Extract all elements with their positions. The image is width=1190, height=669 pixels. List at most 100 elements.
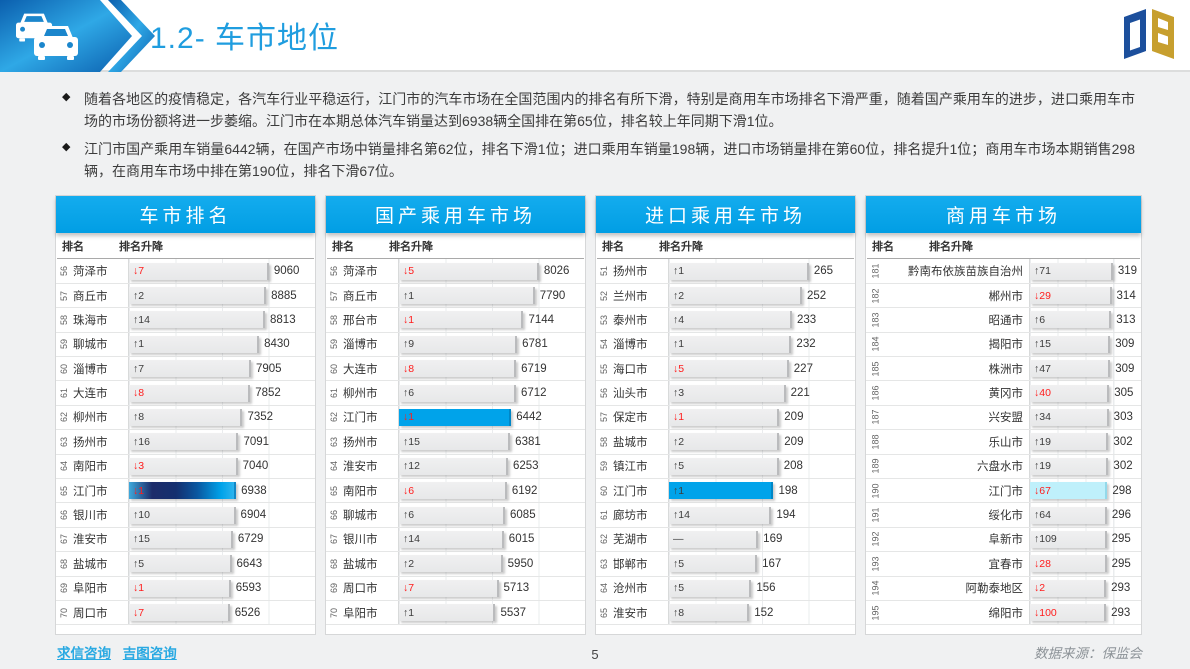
rank-value: 192 bbox=[871, 531, 881, 547]
table-row: 183 昭通市 ↑6 313 bbox=[866, 308, 1141, 333]
rank-value: 60 bbox=[59, 363, 70, 374]
sales-value: 5537 bbox=[500, 606, 527, 619]
rank-value: 57 bbox=[329, 290, 340, 301]
table-row: 66 银川市 ↑10 6904 bbox=[56, 503, 315, 528]
table-row: 190 江门市 ↓67 298 bbox=[866, 478, 1141, 504]
rank-change: ↓8 bbox=[403, 362, 415, 375]
bar-cell: ↑15 309 bbox=[1029, 332, 1141, 356]
city-cell: 盐城市 bbox=[73, 558, 108, 571]
sales-value: 298 bbox=[1112, 484, 1132, 497]
sales-value: 209 bbox=[784, 411, 804, 424]
table-row: 59 淄博市 ↑9 6781 bbox=[326, 332, 585, 357]
rank-cell: 51 bbox=[596, 266, 613, 276]
bar-cell: ↓1 7144 bbox=[398, 308, 585, 332]
rank-value: 54 bbox=[599, 339, 610, 350]
rank-cell: 62 bbox=[326, 412, 343, 422]
table-rows: 56 菏泽市 ↓5 8026 57 商丘市 ↑1 7790 58 邢台市 ↓1 7144 59 淄博市 ↑9… bbox=[326, 259, 585, 634]
rank-cell: 188 bbox=[866, 434, 886, 450]
sales-value: 7091 bbox=[243, 435, 270, 448]
table-title: 商用车市场 bbox=[866, 196, 1141, 234]
data-bar: — bbox=[669, 530, 759, 548]
city-cell: 聊城市 bbox=[73, 339, 108, 352]
table-row: 182 郴州市 ↓29 314 bbox=[866, 283, 1141, 309]
rank-cell: 182 bbox=[866, 288, 886, 303]
data-bar: ↓1 bbox=[669, 408, 780, 426]
rank-value: 61 bbox=[59, 388, 70, 399]
bullet-text: 江门市国产乘用车销量6442辆，在国产市场中销量排名第62位，排名下滑1位；进口… bbox=[84, 141, 1135, 180]
rank-value: 62 bbox=[329, 412, 340, 423]
footer-link-jitu[interactable]: 吉图咨询 bbox=[122, 646, 177, 661]
sales-value: 309 bbox=[1115, 362, 1135, 375]
table-row: 57 商丘市 ↑2 8885 bbox=[56, 283, 315, 309]
table-panel-4: 商用车市场 排名 排名升降 181 黔南布依族苗族自治州 ↑71 319 182 郴州市 ↓29 3… bbox=[865, 195, 1142, 636]
city-cell: 盐城市 bbox=[343, 558, 378, 571]
summary-bullets: ◆ 随着各地区的疫情稳定，各汽车行业平稳运行，江门市的汽车市场在全国范围内的排名… bbox=[0, 72, 1190, 182]
data-bar: ↑8 bbox=[669, 604, 750, 622]
data-bar: ↑1 bbox=[669, 262, 809, 280]
city-cell: 绵阳市 bbox=[988, 607, 1024, 620]
rank-value: 188 bbox=[871, 434, 881, 450]
table-rows: 181 黔南布依族苗族自治州 ↑71 319 182 郴州市 ↓29 314 183 昭通市 ↑6 3… bbox=[866, 259, 1141, 634]
rank-value: 58 bbox=[329, 314, 340, 325]
rank-change: ↑15 bbox=[403, 435, 420, 448]
rank-value: 64 bbox=[59, 461, 70, 472]
rank-value: 56 bbox=[59, 266, 70, 277]
rank-cell: 68 bbox=[56, 559, 73, 569]
rank-change: ↓3 bbox=[133, 460, 145, 473]
table-title: 车市排名 bbox=[56, 196, 315, 234]
sales-value: 302 bbox=[1113, 460, 1133, 473]
rank-change: ↑15 bbox=[133, 533, 150, 546]
rank-value: 183 bbox=[871, 312, 881, 328]
rank-cell: 59 bbox=[596, 461, 613, 471]
rank-cell: 58 bbox=[56, 315, 73, 325]
rank-change: ↓5 bbox=[673, 362, 685, 375]
table-row: 53 泰州市 ↑4 233 bbox=[596, 308, 855, 333]
column-header-change: 排名升降 bbox=[659, 241, 703, 254]
table-title: 国产乘用车市场 bbox=[326, 196, 585, 234]
table-row: 59 镇江市 ↑5 208 bbox=[596, 454, 855, 479]
rank-value: 62 bbox=[599, 534, 610, 545]
sales-value: 7352 bbox=[247, 411, 274, 424]
rank-cell: 56 bbox=[596, 388, 613, 398]
rank-change: ↓67 bbox=[1034, 484, 1051, 497]
data-bar: ↑5 bbox=[669, 457, 779, 475]
table-row: 56 菏泽市 ↓5 8026 bbox=[326, 259, 585, 284]
page-title: 1.2- 车市地位 bbox=[150, 22, 340, 55]
bar-cell: ↑5 208 bbox=[668, 454, 855, 478]
table-rows: 56 菏泽市 ↓7 9060 57 商丘市 ↑2 8885 58 珠海市 ↑14 8813 59 聊城市 ↑… bbox=[56, 259, 315, 634]
rank-cell: 55 bbox=[596, 364, 613, 374]
rank-cell: 53 bbox=[596, 315, 613, 325]
sales-value: 319 bbox=[1117, 265, 1138, 278]
ranking-tables: 车市排名 排名 排名升降 56 菏泽市 ↓7 9060 57 商丘市 ↑2 8885 58 珠海市 ↑14… bbox=[0, 195, 1190, 636]
bar-cell: ↓7 9060 bbox=[128, 259, 315, 283]
footer-link-qiuxin[interactable]: 求信咨询 bbox=[57, 646, 111, 661]
column-header-change: 排名升降 bbox=[389, 241, 433, 254]
sales-value: 296 bbox=[1111, 509, 1132, 522]
table-rows: 51 扬州市 ↑1 265 52 兰州市 ↑2 252 53 泰州市 ↑4 233 54 淄博市 ↑1 232… bbox=[596, 259, 855, 634]
rank-value: 52 bbox=[599, 290, 610, 301]
bar-cell: ↓1 6593 bbox=[128, 576, 315, 600]
rank-value: 184 bbox=[871, 336, 881, 352]
sales-value: 6015 bbox=[508, 533, 535, 546]
data-bar: ↓7 bbox=[129, 262, 269, 280]
sales-value: 293 bbox=[1111, 582, 1131, 595]
bar-cell: — 169 bbox=[668, 527, 855, 552]
rank-change: ↑1 bbox=[673, 484, 685, 497]
rank-change: ↑1 bbox=[673, 338, 685, 351]
sales-value: 167 bbox=[762, 557, 782, 570]
sales-value: 8026 bbox=[543, 265, 570, 278]
rank-value: 59 bbox=[329, 339, 340, 350]
city-cell: 黔南布依族苗族自治州 bbox=[908, 266, 1023, 279]
city-cell: 兰州市 bbox=[613, 290, 648, 303]
rank-value: 59 bbox=[599, 461, 610, 472]
bar-cell: ↑1 265 bbox=[668, 259, 855, 283]
table-row: 58 盐城市 ↑2 209 bbox=[596, 430, 855, 455]
page-number: 5 bbox=[591, 647, 599, 662]
bullet-text: 随着各地区的疫情稳定，各汽车行业平稳运行，江门市的汽车市场在全国范围内的排名有所… bbox=[84, 91, 1135, 130]
rank-cell: 186 bbox=[866, 386, 886, 401]
data-bar: ↑5 bbox=[669, 579, 752, 597]
rank-cell: 189 bbox=[866, 459, 886, 474]
city-cell: 商丘市 bbox=[343, 290, 378, 303]
table-row: 56 菏泽市 ↓7 9060 bbox=[56, 259, 315, 284]
data-bar: ↓5 bbox=[669, 360, 789, 378]
